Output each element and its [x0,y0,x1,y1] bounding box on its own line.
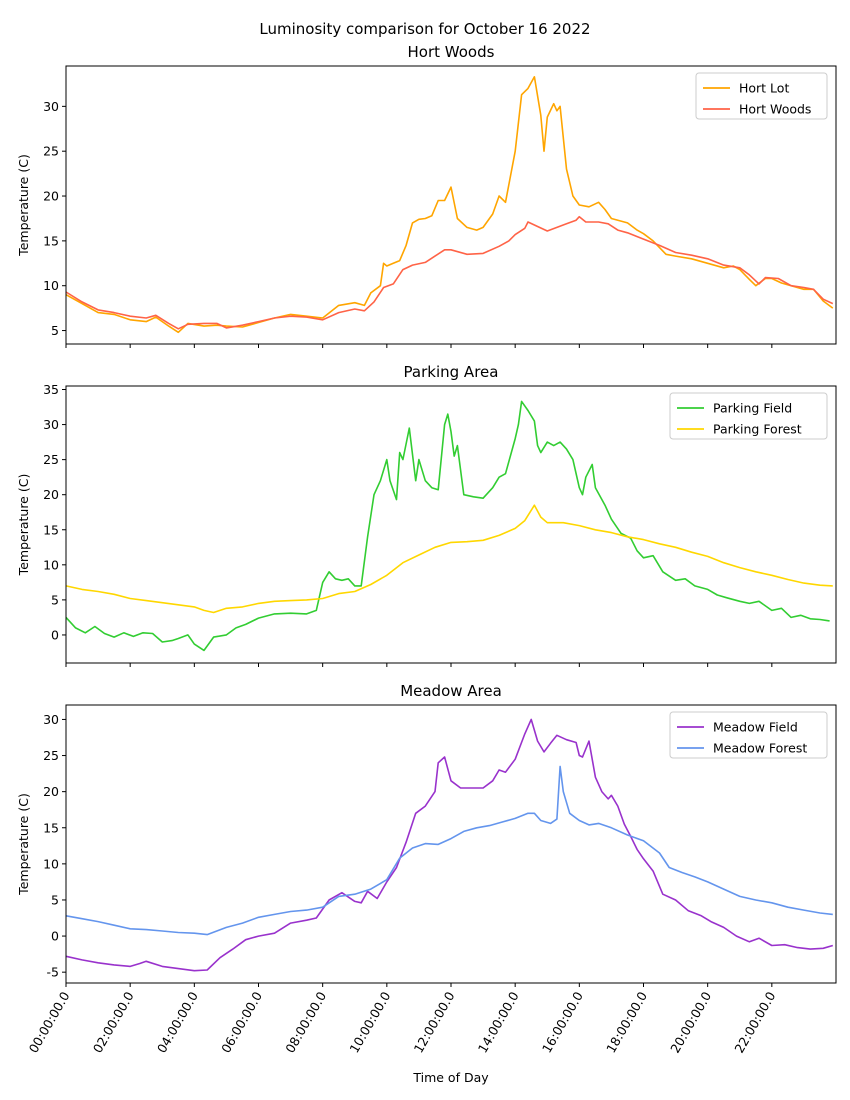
y-axis-label: Temperature (C) [16,793,31,896]
legend-label: Hort Woods [739,102,811,117]
y-axis-label: Temperature (C) [16,474,31,577]
y-tick-label: 25 [43,748,59,763]
y-axis-label: Temperature (C) [16,154,31,257]
x-tick-label: 02:00:00.0 [90,989,137,1055]
y-tick-label: 15 [43,820,59,835]
plot-frame [65,385,837,664]
x-tick-label: 20:00:00.0 [667,989,714,1055]
legend-label: Meadow Forest [713,741,807,756]
y-tick-label: 5 [51,323,59,338]
x-tick-label: 22:00:00.0 [731,989,778,1055]
y-tick-label: 20 [43,189,59,204]
y-tick-label: 25 [43,452,59,467]
x-tick-label: 08:00:00.0 [282,989,329,1055]
y-tick-label: 5 [51,892,59,907]
chart-title: Parking Area [404,363,499,381]
legend-box [695,72,828,120]
series-line-meadow-field [65,718,834,972]
chart-title: Hort Woods [408,43,495,61]
y-tick-label: 0 [51,929,59,944]
legend-label: Parking Field [713,401,792,416]
y-tick-label: 10 [43,557,59,572]
x-tick-label: 06:00:00.0 [218,989,265,1055]
y-tick-label: 10 [43,278,59,293]
figure-title: Luminosity comparison for October 16 202… [259,20,590,38]
panels: Hort Woods Temperature (C) 5 10 15 20 25 30 Hort… [16,43,837,1085]
y-tick-label: 15 [43,233,59,248]
series-line-parking-field [65,400,830,652]
x-tick-label: 18:00:00.0 [603,989,650,1055]
legend: Hort Lot Hort Woods [695,72,828,120]
series-line-meadow-forest [65,765,833,936]
series-line-parking-forest [65,504,833,614]
x-tick-label: 04:00:00.0 [154,989,201,1055]
legend-label: Hort Lot [739,81,789,96]
x-axis-label: Time of Day [412,1070,489,1085]
y-tick-label: 15 [43,522,59,537]
y-tick-label: 30 [43,99,59,114]
y-tick-label: 0 [51,627,59,642]
y-tick-label: 30 [43,712,59,727]
legend-box [669,711,828,759]
x-tick-label: 12:00:00.0 [411,989,458,1055]
x-tick-label: 00:00:00.0 [26,989,73,1055]
y-tick-label: 35 [43,382,59,397]
legend: Meadow Field Meadow Forest [669,711,828,759]
plot-frame [65,704,837,984]
legend-label: Meadow Field [713,720,798,735]
x-tick-label: 10:00:00.0 [346,989,393,1055]
series-line-hort-woods [65,215,834,330]
plot-frame [65,65,837,345]
y-tick-label: 30 [43,417,59,432]
y-tick-label: -5 [47,965,59,980]
y-tick-label: 10 [43,856,59,871]
series-line-hort-lot [65,76,834,334]
y-tick-label: 25 [43,144,59,159]
x-tick-label: 14:00:00.0 [475,989,522,1055]
x-tick-label: 16:00:00.0 [539,989,586,1055]
y-tick-label: 5 [51,592,59,607]
legend: Parking Field Parking Forest [669,392,828,440]
chart-panel-1: Parking Area Temperature (C) 0 5 10 15 20 25 30 3… [16,363,837,667]
y-tick-label: 20 [43,784,59,799]
chart-title: Meadow Area [400,682,502,700]
y-tick-label: 20 [43,487,59,502]
legend-box [669,392,828,440]
chart-panel-2: Meadow Area Temperature (C) -5 0 5 10 15 20 25 30… [16,682,837,1085]
chart-panel-0: Hort Woods Temperature (C) 5 10 15 20 25 30 Hort… [16,43,837,348]
legend-label: Parking Forest [713,422,802,437]
